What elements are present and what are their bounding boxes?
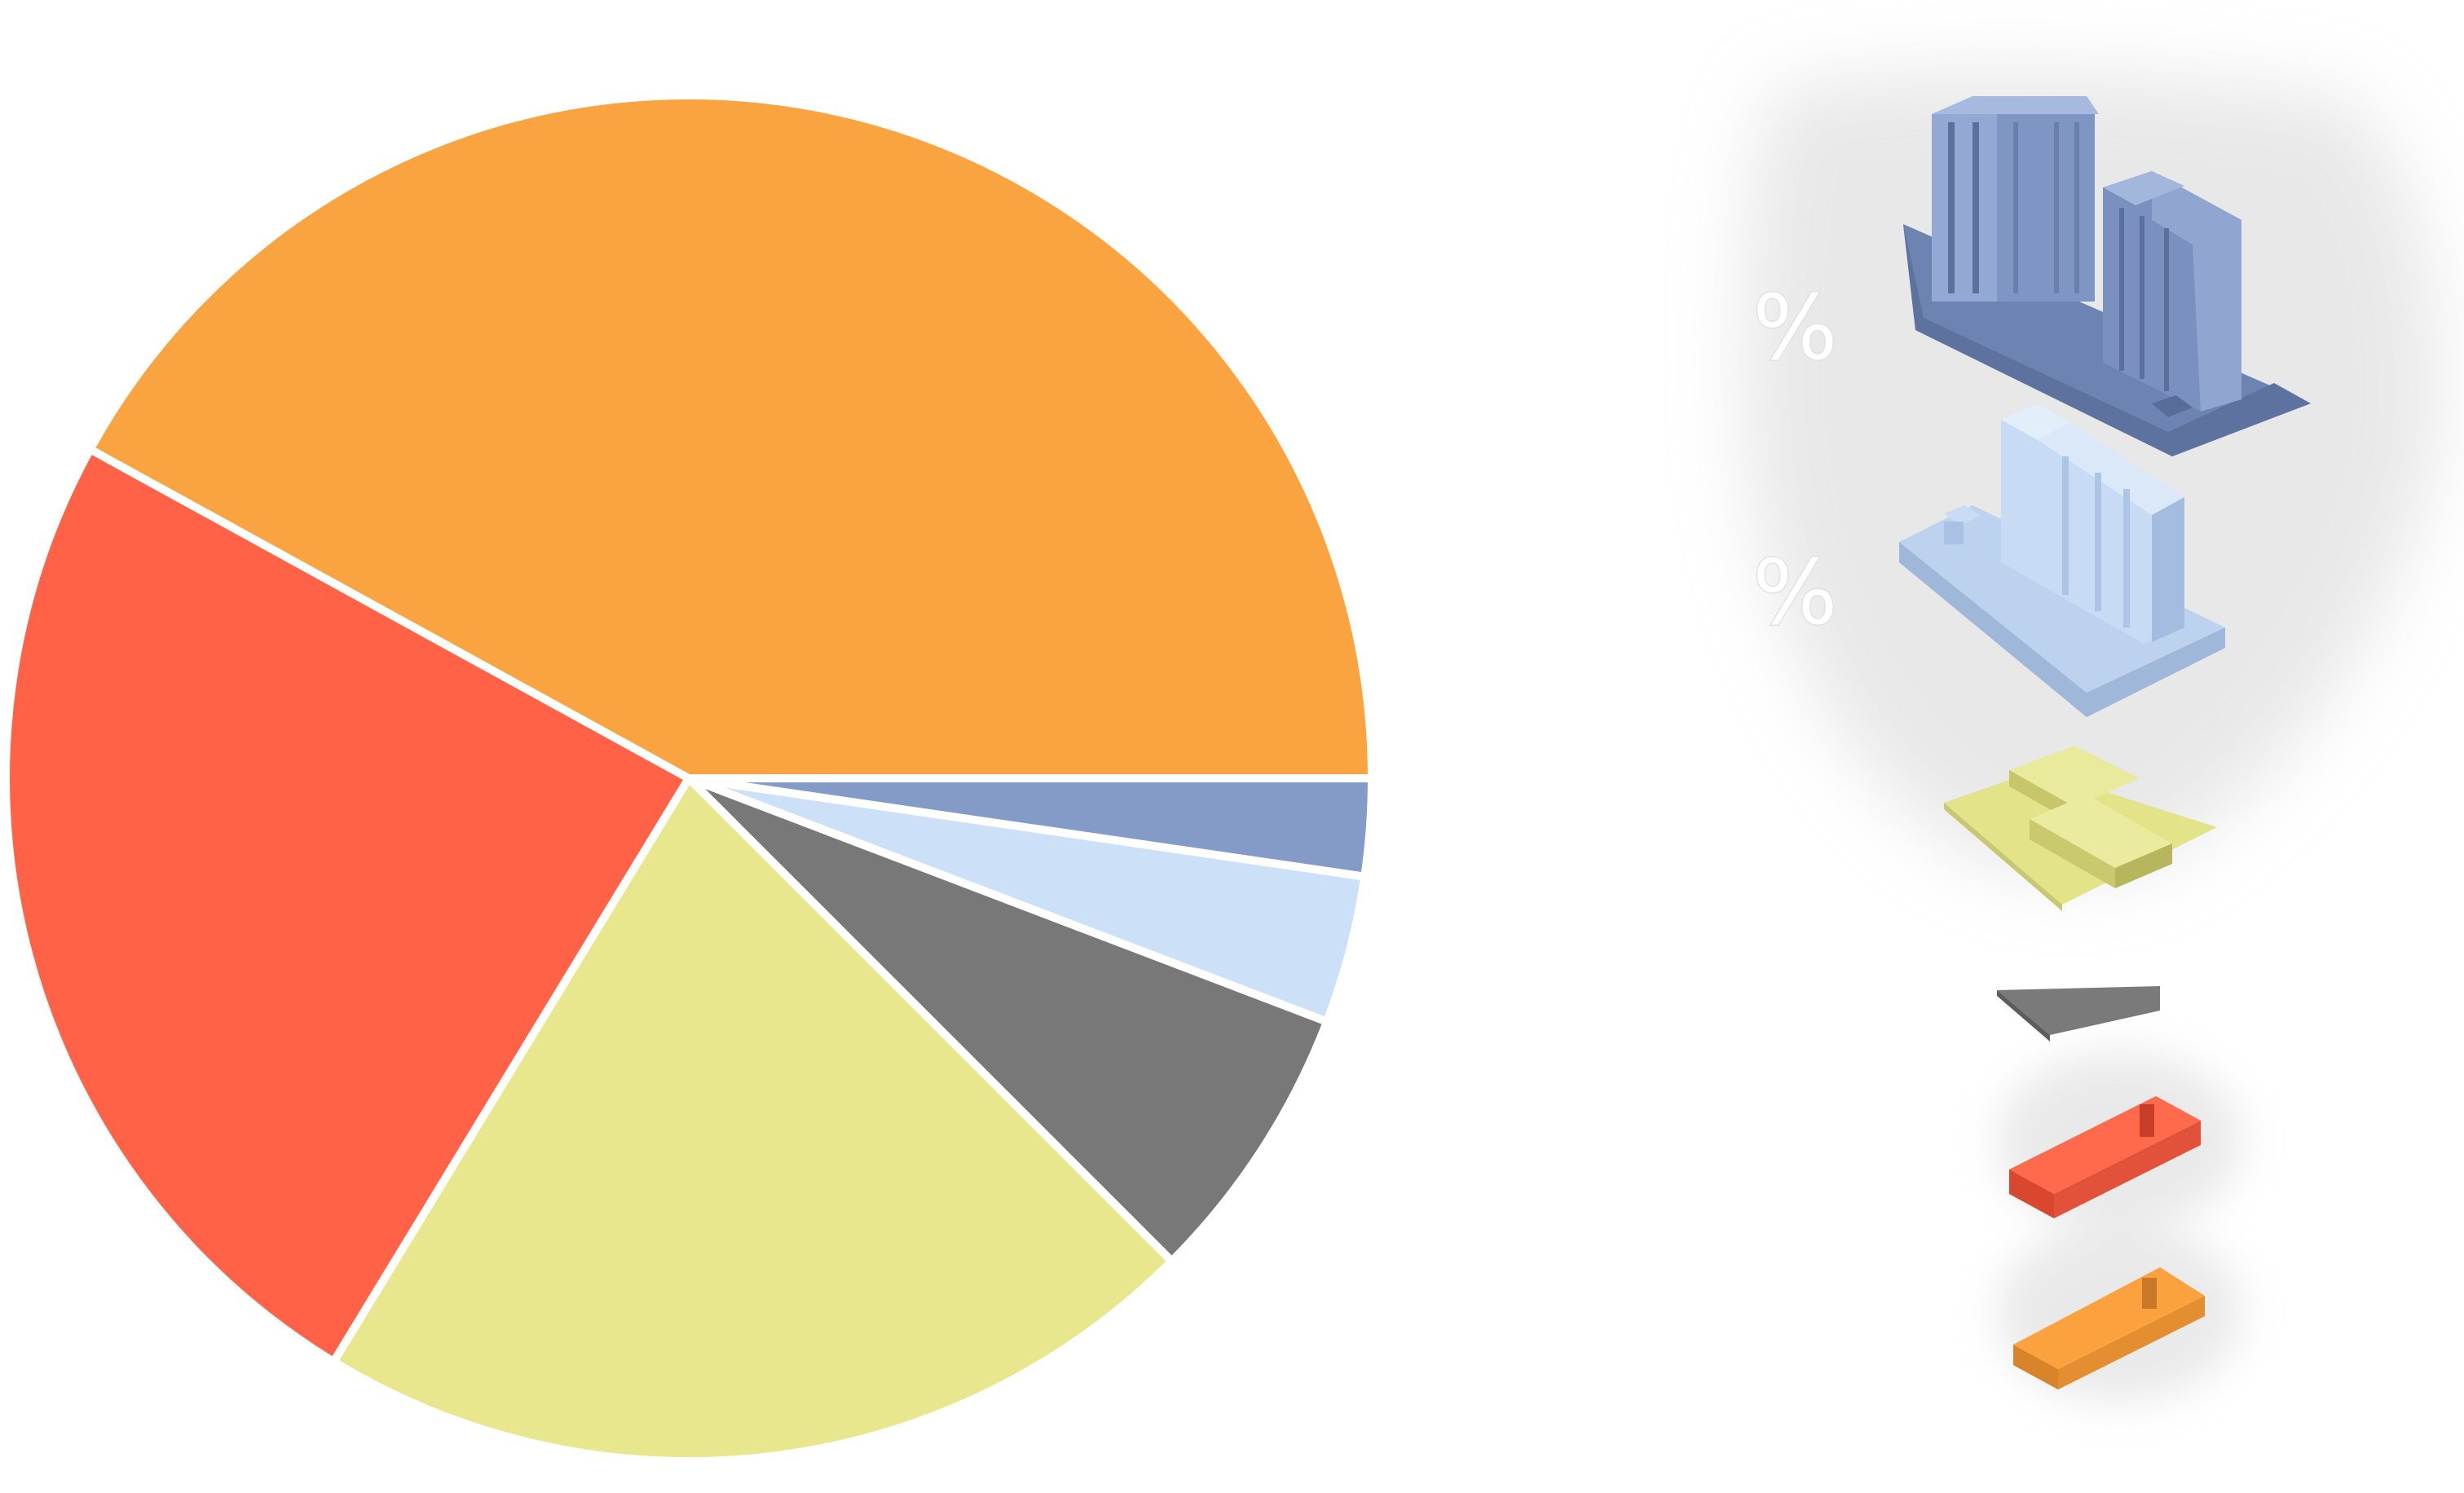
tall-slab-building-block-icon [1899, 403, 2225, 717]
legend: % % [1743, 71, 2440, 1402]
legend-item-6 [2013, 1267, 2205, 1390]
pie-slices [2, 91, 1376, 1465]
pie-slice-6 [86, 91, 1376, 782]
pie-slice-5 [2, 445, 693, 1366]
legend-item-2: % [1752, 403, 2225, 717]
pie-slice-3 [685, 774, 1331, 1266]
paved-plot-icon [1997, 986, 2160, 1042]
low-rise-building-block-icon [1944, 746, 2217, 911]
legend-item-5 [2009, 1096, 2201, 1218]
small-building-block-icon [2013, 1267, 2205, 1390]
legend-item-3 [1944, 746, 2217, 911]
legend-item-2-label: % [1752, 540, 1838, 645]
legend-item-1-label: % [1752, 275, 1838, 380]
legend-item-1: % [1752, 96, 2311, 456]
pie-slice-4 [329, 774, 1176, 1465]
two-tower-building-block-icon [1903, 96, 2311, 456]
small-building-block-icon [2009, 1096, 2201, 1218]
legend-item-4 [1997, 986, 2160, 1042]
